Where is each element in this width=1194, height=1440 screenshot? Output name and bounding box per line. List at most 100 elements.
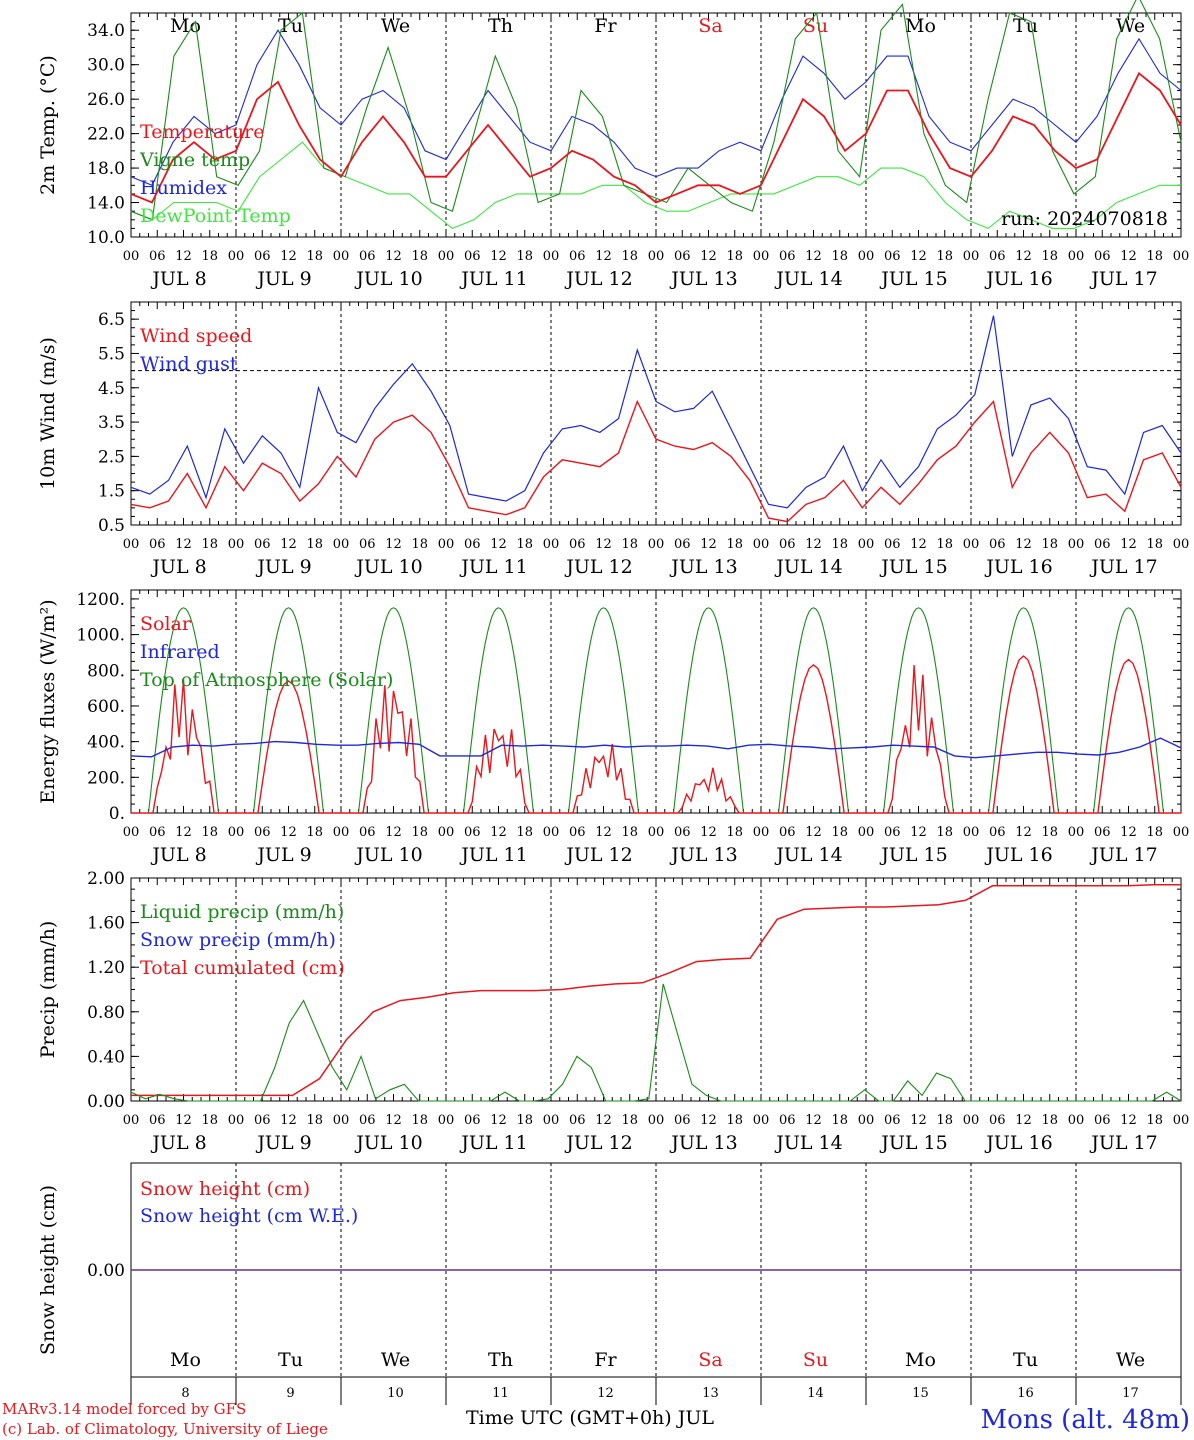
series-vigne-temp bbox=[130, 0, 1182, 221]
y-axis-label: Snow height (cm) bbox=[37, 1185, 59, 1355]
day-number: 11 bbox=[492, 1386, 509, 1401]
hour-label: 12 bbox=[175, 537, 192, 552]
hour-label: 12 bbox=[1015, 249, 1032, 264]
hour-label: 00 bbox=[753, 1113, 770, 1128]
hour-label: 00 bbox=[1173, 537, 1190, 552]
hour-label: 12 bbox=[1015, 825, 1032, 840]
hour-label: 12 bbox=[910, 825, 927, 840]
hour-label: 00 bbox=[1068, 1113, 1085, 1128]
y-tick-label: 6.5 bbox=[98, 310, 125, 330]
weekday-label-bottom: Sa bbox=[698, 1349, 722, 1371]
series-wind-gust bbox=[130, 315, 1182, 509]
hour-label: 00 bbox=[753, 537, 770, 552]
date-label: JUL 13 bbox=[669, 1132, 737, 1154]
day-number: 9 bbox=[286, 1386, 294, 1401]
date-label: JUL 10 bbox=[354, 1132, 422, 1154]
hour-label: 00 bbox=[228, 1113, 245, 1128]
legend-label: Liquid precip (mm/h) bbox=[140, 901, 344, 923]
hour-label: 12 bbox=[175, 249, 192, 264]
y-tick-label: 14.0 bbox=[87, 194, 125, 214]
date-label: JUL 10 bbox=[354, 268, 422, 290]
y-axis-label: 10m Wind (m/s) bbox=[37, 337, 59, 490]
date-label: JUL 12 bbox=[564, 1132, 632, 1154]
hour-label: 06 bbox=[779, 249, 796, 264]
hour-label: 18 bbox=[306, 537, 323, 552]
series-infrared bbox=[130, 737, 1182, 759]
hour-label: 12 bbox=[1015, 537, 1032, 552]
hour-label: 00 bbox=[648, 825, 665, 840]
footer-credit: (c) Lab. of Climatology, University of L… bbox=[2, 1420, 328, 1438]
weekday-label-bottom: Fr bbox=[594, 1349, 617, 1371]
weekday-label: Sa bbox=[698, 15, 722, 37]
hour-label: 18 bbox=[621, 249, 638, 264]
hour-label: 18 bbox=[516, 1113, 533, 1128]
y-tick-label: 0.40 bbox=[87, 1047, 125, 1067]
hour-label: 06 bbox=[674, 825, 691, 840]
legend-label: DewPoint Temp bbox=[140, 205, 291, 227]
run-label: run: 2024070818 bbox=[1001, 208, 1168, 230]
y-tick-label: 26.0 bbox=[87, 90, 125, 110]
date-label: JUL 16 bbox=[984, 844, 1052, 866]
weekday-label-bottom: Th bbox=[488, 1349, 513, 1371]
hour-label: 00 bbox=[333, 537, 350, 552]
y-tick-label: 34.0 bbox=[87, 21, 125, 41]
hour-label: 00 bbox=[858, 537, 875, 552]
hour-label: 00 bbox=[648, 1113, 665, 1128]
legend-label: Solar bbox=[140, 613, 192, 635]
date-label: JUL 17 bbox=[1089, 268, 1157, 290]
hour-label: 12 bbox=[595, 537, 612, 552]
date-label: JUL 17 bbox=[1089, 844, 1157, 866]
hour-label: 12 bbox=[910, 537, 927, 552]
legend-label: Snow height (cm W.E.) bbox=[140, 1205, 358, 1227]
hour-label: 00 bbox=[1068, 249, 1085, 264]
hour-label: 06 bbox=[989, 1113, 1006, 1128]
hour-label: 00 bbox=[228, 825, 245, 840]
hour-label: 18 bbox=[516, 825, 533, 840]
y-tick-label: 0.5 bbox=[98, 516, 125, 536]
hour-label: 18 bbox=[411, 249, 428, 264]
y-tick-label: 0.80 bbox=[87, 1003, 125, 1023]
panel-wind: 0.5 1.5 2.5 3.5 4.5 5.5 6.5 10m Wind (m/s) 00 06 1… bbox=[37, 301, 1190, 578]
hour-label: 18 bbox=[306, 825, 323, 840]
hour-label: 18 bbox=[516, 249, 533, 264]
plot-frame bbox=[130, 589, 1182, 814]
hour-label: 12 bbox=[805, 1113, 822, 1128]
series-total-cumulated-cm- bbox=[131, 883, 1181, 1097]
weekday-label-bottom: We bbox=[1116, 1349, 1145, 1371]
hour-label: 12 bbox=[385, 537, 402, 552]
hour-label: 00 bbox=[333, 1113, 350, 1128]
day-number: 8 bbox=[181, 1386, 189, 1401]
date-label: JUL 8 bbox=[150, 556, 206, 578]
hour-label: 06 bbox=[1094, 1113, 1111, 1128]
hour-label: 00 bbox=[963, 537, 980, 552]
hour-label: 18 bbox=[726, 825, 743, 840]
hour-label: 06 bbox=[1094, 825, 1111, 840]
hour-label: 12 bbox=[1120, 825, 1137, 840]
hour-label: 18 bbox=[201, 249, 218, 264]
hour-label: 00 bbox=[438, 537, 455, 552]
date-label: JUL 12 bbox=[564, 268, 632, 290]
hour-label: 18 bbox=[306, 1113, 323, 1128]
hour-label: 00 bbox=[438, 249, 455, 264]
date-label: JUL 14 bbox=[774, 844, 842, 866]
hour-label: 18 bbox=[1041, 249, 1058, 264]
hour-label: 06 bbox=[254, 537, 271, 552]
weekday-label-bottom: Tu bbox=[1013, 1349, 1038, 1371]
hour-label: 18 bbox=[1041, 1113, 1058, 1128]
hour-label: 00 bbox=[333, 249, 350, 264]
hour-label: 06 bbox=[569, 825, 586, 840]
hour-label: 12 bbox=[910, 249, 927, 264]
weekday-label-bottom: We bbox=[381, 1349, 410, 1371]
hour-label: 12 bbox=[175, 1113, 192, 1128]
x-axis-title: Time UTC (GMT+0h) JUL bbox=[466, 1407, 714, 1429]
legend-label: Top of Atmosphere (Solar) bbox=[140, 669, 393, 691]
hour-label: 18 bbox=[621, 537, 638, 552]
hour-label: 00 bbox=[543, 249, 560, 264]
hour-label: 18 bbox=[831, 249, 848, 264]
y-axis-label: Energy fluxes (W/m²) bbox=[37, 599, 59, 803]
date-label: JUL 11 bbox=[459, 268, 527, 290]
hour-label: 06 bbox=[779, 537, 796, 552]
series-liquid-precip-mm-h- bbox=[130, 983, 1182, 1102]
hour-label: 12 bbox=[1120, 1113, 1137, 1128]
